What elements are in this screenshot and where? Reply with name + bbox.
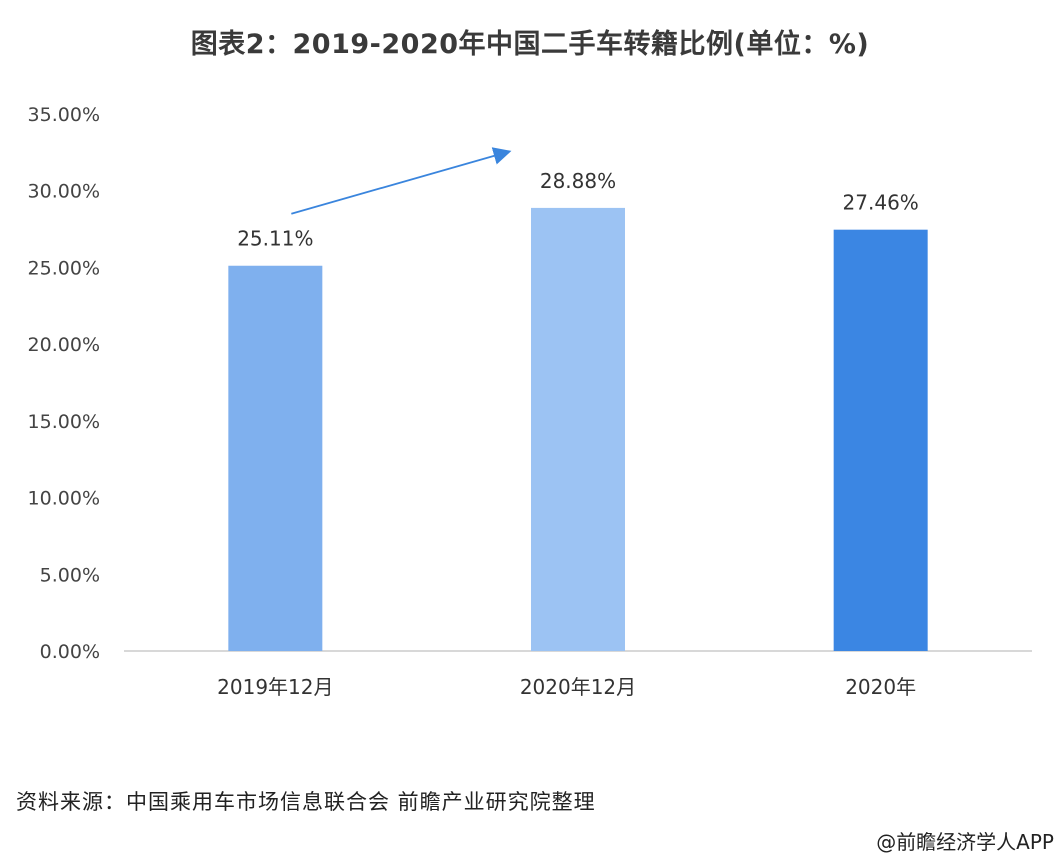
y-tick-label: 30.00% — [28, 181, 100, 203]
y-tick-label: 5.00% — [40, 564, 100, 586]
x-category-label: 2019年12月 — [217, 675, 333, 699]
y-tick-label: 35.00% — [28, 104, 100, 126]
bar — [228, 265, 323, 651]
y-tick-label: 15.00% — [28, 411, 100, 433]
x-axis-category-labels: 2019年12月 2020年12月 2020年 — [217, 675, 916, 699]
trend-arrow — [291, 147, 512, 215]
y-tick-label: 20.00% — [28, 334, 100, 356]
y-axis-ticks: 0.00% 5.00% 10.00% 15.00% 20.00% 25.00% 30.00%… — [28, 104, 100, 663]
bar — [833, 229, 928, 651]
bar-chart: 0.00% 5.00% 10.00% 15.00% 20.00% 25.00% 30.00%… — [28, 104, 1032, 699]
bar-value-label: 28.88% — [540, 169, 616, 193]
source-note: 资料来源：中国乘用车市场信息联合会 前瞻产业研究院整理 — [16, 790, 596, 814]
x-category-label: 2020年12月 — [520, 675, 636, 699]
bar — [531, 207, 625, 651]
bar-value-label: 27.46% — [843, 191, 919, 215]
y-tick-label: 0.00% — [40, 641, 100, 663]
bars — [228, 207, 928, 651]
credit-text: @前瞻经济学人APP — [876, 830, 1054, 854]
bar-value-label: 25.11% — [237, 227, 313, 251]
x-category-label: 2020年 — [845, 675, 916, 699]
bar-value-labels: 25.11% 28.88% 27.46% — [237, 169, 919, 251]
y-tick-label: 25.00% — [28, 257, 100, 279]
chart-title: 图表2：2019-2020年中国二手车转籍比例(单位：%) — [190, 29, 870, 60]
y-tick-label: 10.00% — [28, 488, 100, 510]
